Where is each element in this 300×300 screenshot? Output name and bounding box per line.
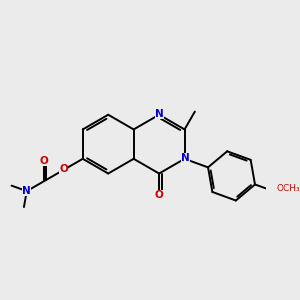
Text: O: O: [155, 190, 164, 200]
Text: O: O: [59, 164, 68, 173]
Text: N: N: [181, 153, 190, 163]
Text: OCH₃: OCH₃: [276, 184, 300, 194]
Text: N: N: [22, 186, 31, 196]
Text: O: O: [40, 156, 49, 166]
Text: N: N: [155, 109, 164, 119]
